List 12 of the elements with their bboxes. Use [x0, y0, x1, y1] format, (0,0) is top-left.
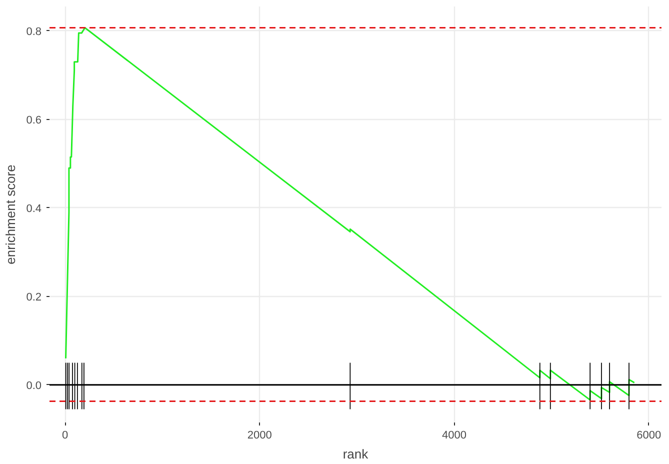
x-axis-title: rank: [342, 446, 369, 462]
x-tick-label: 0: [62, 430, 68, 442]
y-tick-label: 0.6: [26, 114, 42, 126]
line-series: [65, 26, 636, 401]
y-tick-label: 0.4: [26, 202, 42, 215]
y-tick-label: 0.0: [26, 380, 42, 392]
x-tick-label: 4000: [442, 430, 467, 442]
y-tick-label: 0.8: [26, 26, 42, 38]
x-tick-label: 2000: [247, 430, 272, 442]
y-axis-title: enrichment score: [3, 164, 18, 264]
y-tick-label: 0.2: [26, 291, 42, 304]
x-tick-label: 6000: [636, 430, 662, 442]
